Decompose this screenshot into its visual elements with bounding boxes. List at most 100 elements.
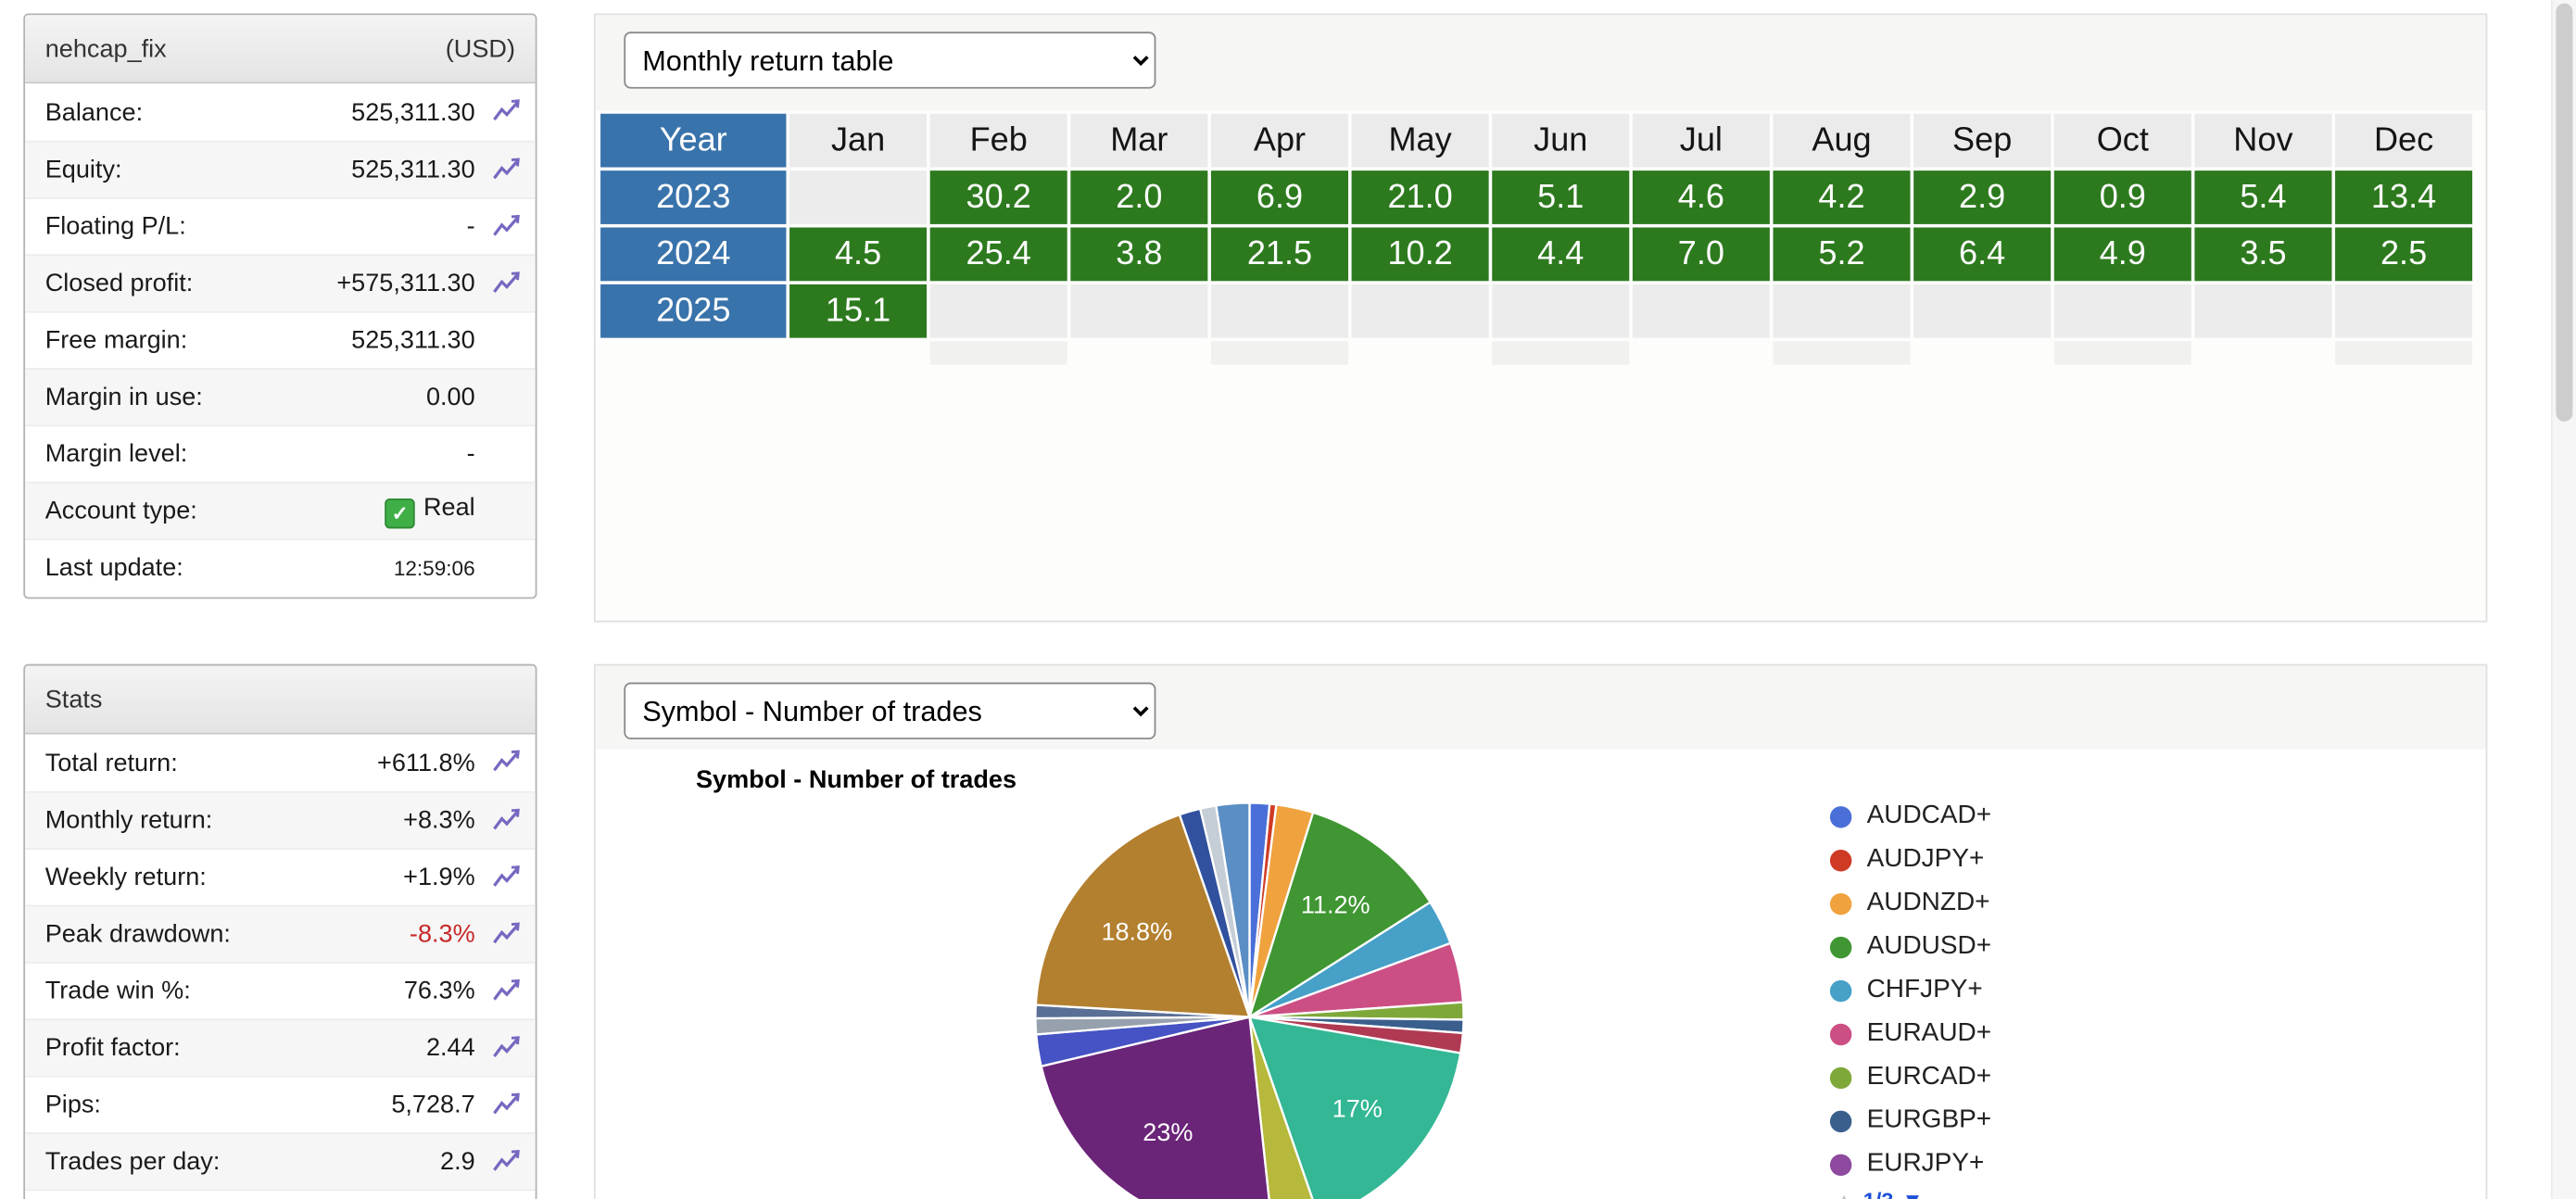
legend-label: EURGBP+: [1866, 1105, 1992, 1134]
table-row: 2023 30.2 2.0 6.9 21.0 5.1 4.6 4.2 2.9 0.9 5.4 13.4: [600, 170, 2473, 224]
ghost-cell: [789, 341, 927, 364]
legend-swatch-icon: [1829, 1066, 1852, 1089]
account-row: Free margin: 525,311.30: [25, 310, 536, 368]
pie-slice[interactable]: [1248, 1016, 1320, 1199]
symbol-chart-select[interactable]: Symbol - Number of trades: [624, 682, 1156, 739]
legend-label: AUDCAD+: [1866, 801, 1992, 830]
row-value: 5,728.7: [391, 1090, 475, 1119]
row-value: ✓ Real: [197, 494, 486, 529]
legend-item-CHFJPY+[interactable]: CHFJPY+: [1829, 968, 1991, 1012]
account-row: Balance: 525,311.30: [25, 83, 536, 140]
table-header-row: Year Jan Feb Mar Apr May Jun Jul Aug Sep Oct Nov Dec: [600, 113, 2473, 168]
return-cell: 4.4: [1492, 227, 1630, 282]
return-cell: 25.4: [929, 227, 1067, 282]
legend-item-EURCAD+[interactable]: EURCAD+: [1829, 1055, 1992, 1099]
ghost-cell: [929, 341, 1067, 365]
legend-swatch-icon: [1829, 936, 1852, 958]
table-row: 2024 4.5 25.4 3.8 21.5 10.2 4.4 7.0 5.2 6.4 4.9 3.5…: [600, 227, 2473, 282]
table-ghost-row: [600, 341, 2473, 365]
account-row: Equity: 525,311.30: [25, 140, 536, 198]
empty-return-cell: [1351, 284, 1489, 338]
row-label: Profit factor:: [44, 1033, 181, 1063]
pie-slice[interactable]: [1040, 1016, 1272, 1199]
legend-item-EURJPY+[interactable]: EURJPY+: [1829, 1142, 1991, 1186]
ghost-cell: [1492, 341, 1630, 365]
stats-row: Pips: 5,728.7: [25, 1075, 536, 1132]
chart-icon[interactable]: [486, 750, 523, 776]
row-label: Total return:: [44, 748, 178, 777]
row-value: 2.44: [425, 1033, 475, 1063]
row-value: -8.3%: [409, 919, 475, 949]
row-value: 12:59:06: [393, 556, 475, 580]
chart-icon[interactable]: [486, 213, 523, 240]
return-cell: 3.8: [1070, 227, 1208, 282]
account-info-panel: nehcap_fix (USD) Balance: 525,311.30 Equit…: [23, 13, 537, 600]
stats-rows: Total return: +611.8% Monthly return: +8.3%…: [25, 734, 536, 1199]
stats-row: Monthly return: +8.3%: [25, 790, 536, 849]
legend-swatch-icon: [1829, 805, 1852, 827]
legend-item-EURAUD+[interactable]: EURAUD+: [1829, 1012, 1991, 1055]
row-label: Trade win %:: [44, 977, 191, 1005]
chart-icon[interactable]: [486, 271, 523, 297]
chart-icon[interactable]: [486, 1092, 523, 1118]
pie-chart: 11.2% 17% 23% 18.8%: [1034, 801, 1465, 1199]
legend-item-EURGBP+[interactable]: EURGBP+: [1829, 1099, 1992, 1142]
legend-item-AUDNZD+[interactable]: AUDNZD+: [1829, 881, 1991, 925]
month-column-header: Jun: [1492, 113, 1630, 168]
legend-item-AUDCAD+[interactable]: AUDCAD+: [1829, 794, 1992, 838]
ghost-cell: [2194, 341, 2331, 364]
account-name: nehcap_fix: [44, 34, 167, 63]
ghost-cell: [1352, 341, 1489, 364]
row-value: 0.00: [425, 383, 475, 412]
chart-icon[interactable]: [486, 864, 523, 890]
pie-slice-label: 18.8%: [1101, 917, 1172, 946]
legend-item-AUDJPY+[interactable]: AUDJPY+: [1829, 838, 1991, 881]
chart-icon[interactable]: [486, 157, 523, 183]
row-value: 525,311.30: [351, 155, 475, 184]
legend-item-AUDUSD+[interactable]: AUDUSD+: [1829, 925, 1992, 968]
legend-label: EURCAD+: [1866, 1062, 1992, 1091]
row-value: +611.8%: [377, 748, 475, 777]
chart-icon[interactable]: [486, 978, 523, 1004]
legend-swatch-icon: [1829, 892, 1852, 915]
legend-prev-icon[interactable]: ▲: [1833, 1188, 1854, 1199]
legend-next-icon[interactable]: ▼: [1901, 1188, 1923, 1199]
account-panel-header: nehcap_fix (USD): [25, 15, 536, 84]
chart-icon: [486, 327, 523, 354]
pie-chart-title: Symbol - Number of trades: [695, 765, 1017, 795]
return-cell: 2.5: [2335, 227, 2473, 282]
ghost-cell: [1913, 341, 2051, 364]
chart-icon[interactable]: [486, 1148, 523, 1175]
return-cell: 4.9: [2053, 227, 2191, 282]
pie-slice[interactable]: [1247, 1016, 1462, 1199]
monthly-view-select[interactable]: Monthly return table: [624, 32, 1156, 89]
month-column-header: Mar: [1070, 113, 1208, 168]
legend-swatch-icon: [1829, 1109, 1852, 1132]
chart-icon[interactable]: [486, 807, 523, 834]
row-label: Last update:: [44, 553, 183, 583]
account-currency: (USD): [445, 34, 516, 63]
return-cell: 30.2: [929, 170, 1067, 224]
empty-return-cell: [1210, 284, 1348, 338]
scrollbar[interactable]: [2550, 0, 2576, 1199]
scrollbar-thumb[interactable]: [2556, 3, 2573, 422]
row-label: Trades per day:: [44, 1147, 221, 1177]
account-rows: Balance: 525,311.30 Equity: 525,311.30 Float…: [25, 83, 536, 595]
legend-label: CHFJPY+: [1866, 975, 1983, 1004]
row-label: Margin level:: [44, 439, 188, 469]
return-cell: 5.2: [1773, 227, 1911, 282]
legend-label: AUDUSD+: [1866, 931, 1992, 961]
stats-row: Profit factor: 2.44: [25, 1018, 536, 1076]
chart-icon[interactable]: [486, 921, 523, 948]
pie-slice[interactable]: [1215, 801, 1251, 1017]
chart-icon[interactable]: [486, 99, 523, 126]
empty-return-cell: [1913, 284, 2052, 338]
month-column-header: Aug: [1773, 113, 1911, 168]
pie-slice-AUDUSD+[interactable]: [1247, 811, 1433, 1020]
month-column-header: Apr: [1210, 113, 1348, 168]
empty-return-cell: [1070, 284, 1208, 338]
symbol-trades-panel: Symbol - Number of trades Symbol - Numbe…: [593, 663, 2488, 1199]
chart-icon[interactable]: [486, 1035, 523, 1062]
account-row: Account type: ✓ Real: [25, 481, 536, 539]
stats-row: Total return: +611.8%: [25, 734, 536, 790]
